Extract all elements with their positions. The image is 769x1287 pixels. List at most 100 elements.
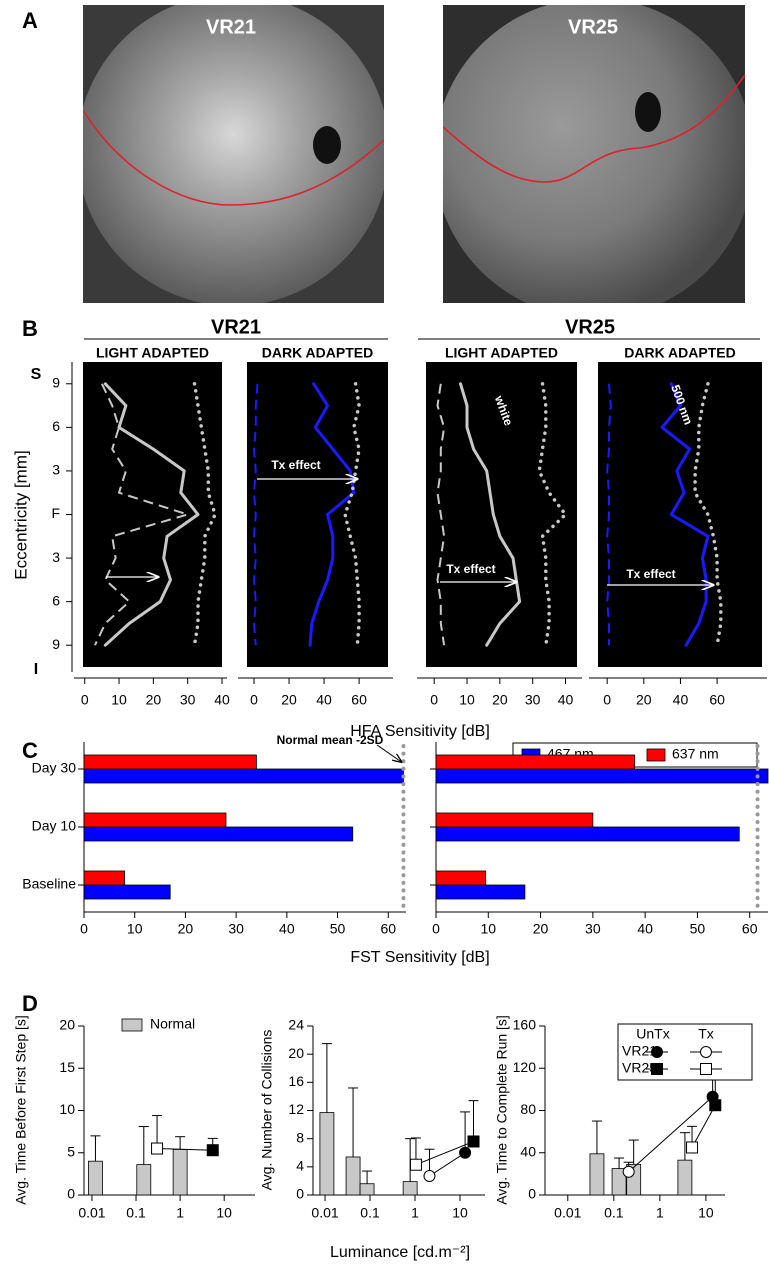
legend-label: VR21 [622,1043,657,1059]
y-tick-label: 6 [52,418,60,434]
series-line [691,1104,716,1148]
image-title: VR21 [206,16,256,38]
x-tick-label: 0.1 [360,1205,380,1221]
bar [319,1112,335,1196]
y-tick-label: 0 [67,1186,75,1202]
x-tick-label: 10 [698,1205,714,1221]
y-tick-label: 10 [59,1101,75,1117]
y-tick-label: F [51,505,60,521]
y-tick-label: 4 [296,1158,304,1174]
y-tick-label: 3 [52,549,60,565]
x-tick-label: 10 [127,921,143,937]
bar [435,884,526,900]
plot-area [426,362,577,667]
bar [83,884,171,900]
subplot-title: DARK ADAPTED [624,345,735,361]
x-axis-title: HFA Sensitivity [dB] [350,723,490,740]
x-tick-label: 1 [176,1205,184,1221]
x-tick-label: 0 [81,692,89,708]
legend-marker [651,1063,663,1075]
bar [359,1183,375,1196]
legend-swatch [646,748,666,762]
bar [435,754,636,770]
y-tick-label: 160 [513,1017,537,1033]
x-tick-label: 0.1 [604,1205,624,1221]
x-tick-label: 20 [533,921,549,937]
panel-label: D [22,991,38,1016]
profile-line [537,382,568,647]
x-tick-label: 40 [316,692,332,708]
x-tick-label: 0 [80,921,88,937]
marker [423,1169,436,1182]
subplot-title: LIGHT ADAPTED [96,345,209,361]
series-line [157,1148,213,1151]
profile-line [436,383,446,646]
y-tick-label: 9 [52,636,60,652]
x-tick-label: 40 [637,921,653,937]
legend-label: 637 nm [672,746,719,762]
legend-swatch [121,1018,143,1032]
group-title: VR21 [211,316,261,338]
marker [686,1141,699,1154]
y-tick-label: 9 [52,374,60,390]
x-tick-label: 50 [690,921,706,937]
x-axis-title: FST Sensitivity [dB] [350,949,489,966]
legend-header: UnTx [636,1026,669,1042]
legend-marker [651,1046,663,1058]
profile-line [253,383,259,646]
annotation: Tx effect [446,562,495,576]
marker [459,1146,472,1159]
x-tick-label: 30 [525,692,541,708]
y-tick-label: 80 [520,1101,536,1117]
y-tick-label: 20 [288,1045,304,1061]
y-tick-label: Day 10 [32,818,77,834]
marker [709,1099,722,1112]
bar [88,1160,103,1196]
x-axis-title: Luminance [cd.m⁻²] [330,1244,470,1261]
panel-label: C [22,738,38,763]
x-tick-label: 60 [351,692,367,708]
y-axis-title: Avg. Time to Complete Run [s] [494,1015,510,1205]
bar [83,812,227,828]
x-tick-label: 10 [452,1205,468,1221]
y-tick-label: 24 [288,1017,304,1033]
marker [206,1144,219,1157]
bar [172,1148,188,1196]
x-tick-label: 20 [492,692,508,708]
y-tick-label: 120 [513,1059,537,1075]
plot-area [83,362,222,667]
y-tick-label: 5 [67,1143,75,1159]
bar [611,1168,627,1196]
profile-line [693,382,723,647]
fundus-image [443,5,745,303]
x-tick-label: 20 [281,692,297,708]
y-axis-title: Avg. Time Before First Step [s] [13,1015,29,1205]
y-tick-label: Day 30 [32,760,77,776]
y-tick-label: 16 [288,1073,304,1089]
group-title: VR25 [565,316,615,338]
x-tick-label: 60 [709,692,725,708]
profile-line [308,382,356,647]
x-tick-label: 20 [178,921,194,937]
x-tick-label: 30 [585,921,601,937]
annotation: Tx effect [626,567,675,581]
marker [467,1135,480,1148]
y-tick-label: 3 [52,462,60,478]
profile-line [343,382,361,647]
profile-line [459,382,522,647]
y-tick-label: 15 [59,1059,75,1075]
bar [435,812,594,828]
x-tick-label: 0.1 [126,1205,146,1221]
series-line [415,1141,474,1166]
y-tick-label: 20 [59,1017,75,1033]
y-tick-label: 12 [288,1101,304,1117]
y-tick-label: 40 [520,1143,536,1159]
subplot-title: DARK ADAPTED [262,345,373,361]
bar [83,826,354,842]
x-tick-label: 1 [411,1205,419,1221]
x-tick-label: 10 [459,692,475,708]
y-tick-label: 0 [528,1186,536,1202]
x-tick-label: 1 [656,1205,664,1221]
x-tick-label: 0 [603,692,611,708]
